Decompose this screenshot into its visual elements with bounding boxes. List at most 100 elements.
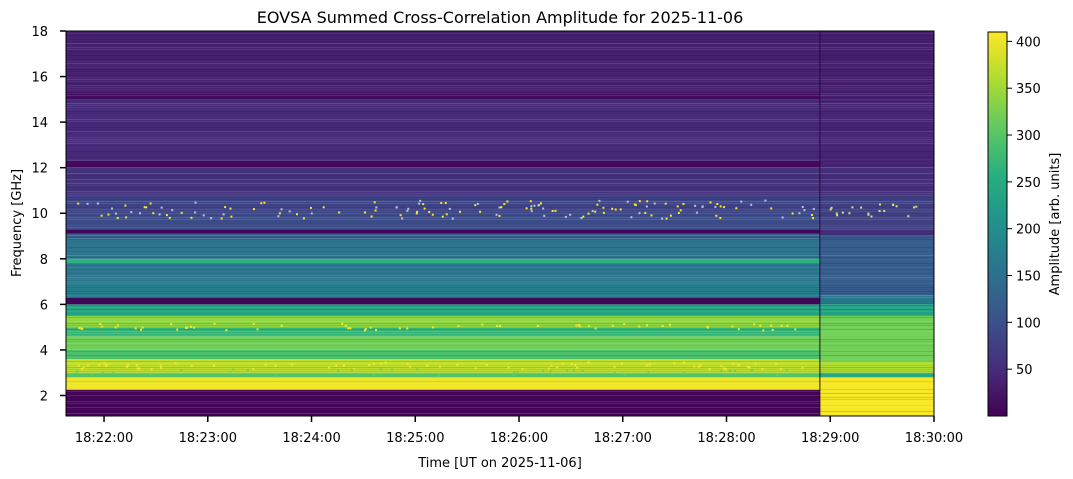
heatmap-band-post-4 (819, 304, 934, 316)
heatmap-speckle (506, 200, 509, 203)
heatmap-speckle (770, 207, 773, 210)
heatmap-speckle (174, 362, 177, 365)
heatmap-speckle (801, 366, 804, 369)
heatmap-speckle (202, 214, 205, 217)
heatmap-stripe (66, 399, 934, 400)
heatmap-stripe (66, 339, 934, 340)
heatmap-stripe (66, 307, 934, 308)
heatmap-stripe (66, 105, 934, 106)
heatmap-band-pre-0 (66, 389, 820, 416)
heatmap-speckle (581, 369, 584, 372)
heatmap-speckle (149, 202, 152, 205)
heatmap-speckle (734, 370, 737, 372)
heatmap-speckle (395, 206, 398, 209)
heatmap-speckle (338, 211, 341, 214)
heatmap-speckle (740, 200, 743, 203)
heatmap-stripe (66, 101, 934, 102)
heatmap-stripe (66, 277, 934, 278)
heatmap-speckle (180, 369, 183, 372)
heatmap-speckle (210, 217, 213, 220)
heatmap-speckle (98, 364, 101, 367)
heatmap-speckle (322, 206, 325, 209)
heatmap-band-pre-2 (66, 372, 820, 378)
heatmap-speckle (148, 373, 151, 376)
heatmap-speckle (551, 210, 554, 212)
heatmap-stripe (66, 301, 934, 302)
heatmap-stripe (66, 33, 934, 34)
heatmap-stripe (66, 255, 934, 256)
heatmap-speckle (328, 366, 331, 369)
heatmap-speckle (138, 367, 141, 370)
heatmap-speckle (645, 205, 648, 208)
x-axis: 18:22:00 18:23:00 18:24:00 18:25:00 18:26:00… (75, 416, 963, 446)
heatmap-speckle (830, 206, 833, 209)
heatmap-speckle (474, 204, 477, 207)
heatmap-speckle (645, 364, 648, 367)
heatmap-speckle (516, 370, 519, 373)
heatmap-stripe (66, 375, 934, 376)
heatmap-speckle (337, 370, 339, 373)
heatmap-speckle (391, 368, 393, 371)
heatmap-speckle (152, 212, 155, 215)
heatmap-stripe (66, 103, 934, 104)
heatmap-stripe (66, 97, 934, 98)
heatmap-speckle (296, 213, 298, 216)
heatmap-stripe (66, 51, 934, 52)
heatmap-stripe (66, 165, 934, 166)
heatmap-speckle (724, 367, 727, 370)
heatmap-speckle (370, 215, 373, 218)
heatmap-speckle (621, 372, 624, 375)
heatmap-speckle (193, 326, 196, 329)
heatmap-band-pre-7 (66, 315, 820, 328)
colorbar-tick-label: 100 (1016, 316, 1041, 331)
x-tick-label: 18:24:00 (282, 431, 340, 446)
heatmap-stripe (66, 217, 934, 218)
heatmap-stripe (66, 107, 934, 108)
heatmap-speckle (374, 209, 377, 212)
heatmap-stripe (66, 109, 934, 110)
heatmap-stripe (66, 367, 934, 368)
heatmap-band-pre-21 (66, 92, 820, 100)
heatmap-speckle (194, 211, 197, 214)
heatmap-band-pre-14 (66, 233, 820, 239)
heatmap-speckle (577, 323, 580, 326)
heatmap-speckle (423, 207, 426, 210)
heatmap-stripe (66, 317, 934, 318)
heatmap-stripe (66, 331, 934, 332)
heatmap-speckle (638, 325, 641, 328)
heatmap-speckle (380, 362, 383, 365)
heatmap-speckle (529, 200, 532, 203)
heatmap-stripe (66, 267, 934, 268)
heatmap-band-pre-9 (66, 297, 820, 305)
heatmap-stripe (66, 121, 934, 122)
heatmap-speckle (543, 214, 546, 217)
heatmap-speckle (913, 206, 915, 209)
heatmap-stripe (66, 47, 934, 48)
heatmap-speckle (263, 201, 266, 204)
heatmap-stripe (66, 231, 934, 232)
heatmap-speckle (748, 366, 751, 369)
heatmap-speckle (500, 206, 503, 209)
heatmap-speckle (230, 215, 233, 218)
heatmap-speckle (582, 215, 585, 218)
heatmap-speckle (892, 203, 894, 206)
heatmap-band-pre-4 (66, 349, 820, 360)
heatmap-speckle (401, 217, 404, 220)
heatmap-speckle (611, 207, 614, 210)
heatmap-speckle (280, 208, 283, 211)
heatmap-speckle (720, 370, 723, 373)
heatmap-speckle (415, 212, 418, 215)
heatmap-stripe (66, 365, 934, 366)
heatmap-speckle (406, 327, 409, 330)
heatmap-stripe (66, 147, 934, 148)
heatmap-stripe (66, 381, 934, 382)
heatmap-stripe (66, 309, 934, 310)
y-axis-label: Frequency [GHz] (10, 169, 25, 277)
heatmap-speckle (647, 371, 650, 374)
heatmap-stripe (66, 161, 934, 162)
heatmap-stripe (66, 357, 934, 358)
heatmap-speckle (723, 206, 726, 209)
heatmap-stripe (66, 297, 934, 298)
heatmap-stripe (66, 79, 934, 80)
heatmap-speckle (626, 200, 629, 203)
